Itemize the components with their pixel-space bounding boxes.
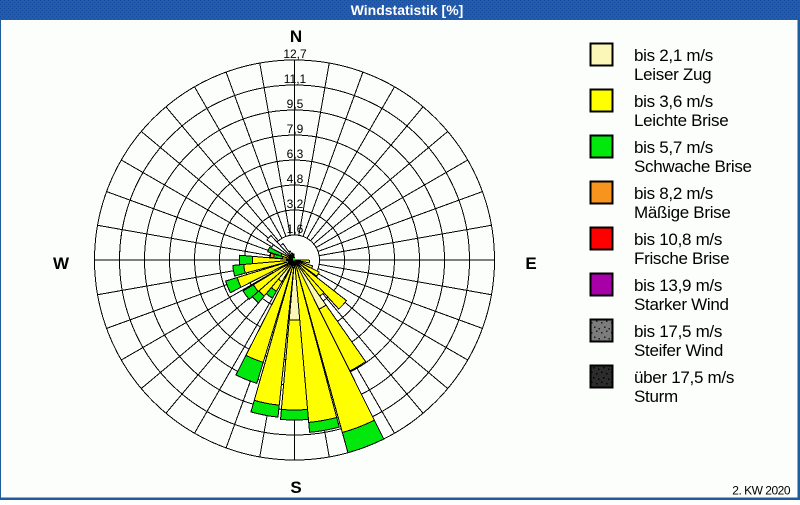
svg-text:Sturm: Sturm: [634, 387, 678, 406]
svg-text:bis 10,8 m/s: bis 10,8 m/s: [634, 230, 722, 249]
svg-text:9,5: 9,5: [287, 97, 304, 111]
svg-text:bis 8,2 m/s: bis 8,2 m/s: [634, 184, 713, 203]
svg-text:2. KW 2020: 2. KW 2020: [732, 484, 791, 498]
svg-text:bis 3,6 m/s: bis 3,6 m/s: [634, 92, 713, 111]
svg-text:Leichte Brise: Leichte Brise: [634, 111, 728, 130]
svg-text:Starker Wind: Starker Wind: [634, 295, 729, 314]
svg-text:1,6: 1,6: [287, 222, 304, 236]
svg-text:über 17,5 m/s: über 17,5 m/s: [634, 368, 734, 387]
svg-text:W: W: [53, 254, 70, 273]
svg-text:N: N: [290, 27, 302, 46]
svg-text:bis 13,9 m/s: bis 13,9 m/s: [634, 276, 722, 295]
svg-text:3,2: 3,2: [287, 197, 304, 211]
svg-text:bis 5,7 m/s: bis 5,7 m/s: [634, 138, 713, 157]
svg-text:Frische Brise: Frische Brise: [634, 249, 729, 268]
svg-text:E: E: [525, 254, 536, 273]
svg-text:bis 2,1 m/s: bis 2,1 m/s: [634, 46, 713, 65]
svg-text:Windstatistik [%]: Windstatistik [%]: [351, 2, 464, 18]
svg-text:11,1: 11,1: [284, 72, 307, 86]
svg-text:S: S: [290, 478, 301, 497]
svg-text:bis 17,5 m/s: bis 17,5 m/s: [634, 322, 722, 341]
svg-text:7,9: 7,9: [287, 122, 304, 136]
svg-text:4,8: 4,8: [287, 172, 304, 186]
svg-text:Schwache Brise: Schwache Brise: [634, 157, 752, 176]
svg-text:6,3: 6,3: [287, 147, 304, 161]
svg-text:Mäßige Brise: Mäßige Brise: [634, 203, 731, 222]
svg-text:Leiser Zug: Leiser Zug: [634, 65, 711, 84]
svg-text:12,7: 12,7: [283, 47, 307, 61]
svg-text:Steifer Wind: Steifer Wind: [634, 341, 723, 360]
